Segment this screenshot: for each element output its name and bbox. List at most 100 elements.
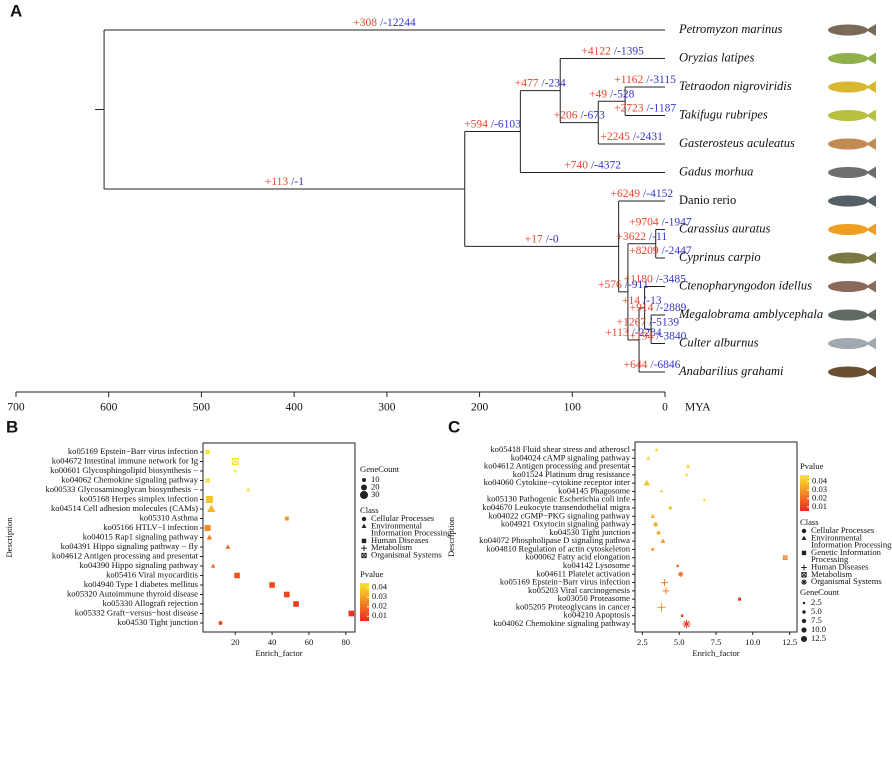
y-tick-label: ko04072 Phospholipase D signaling pathwa (479, 535, 630, 545)
fish-tail (866, 195, 876, 207)
data-point (738, 597, 742, 601)
branch-annotation: +3622/-11 (617, 230, 668, 242)
x-axis-label: MYA (685, 402, 711, 414)
gain: +1267 (617, 316, 647, 328)
legend-size (360, 491, 368, 499)
loss: /-528 (610, 88, 635, 100)
branch-annotation: +49/-528 (589, 88, 635, 100)
data-point (684, 473, 689, 477)
gain: +9704 (629, 216, 659, 228)
branch-annotation: +113/-1 (265, 176, 304, 188)
legend-shape (361, 552, 367, 559)
branch-annotation: +644/-6846 (624, 359, 681, 371)
y-tick-label: ko05130 Pathogenic Escherichia coli infe (487, 494, 630, 504)
legend-size (800, 635, 808, 643)
leaf-label: Danio rerio (679, 193, 736, 207)
y-tick-label: ko05310 Asthma (140, 512, 199, 522)
leaf-label: Tetraodon nigroviridis (679, 79, 792, 93)
loss: /-12244 (380, 17, 416, 29)
y-tick-label: ko00533 Glycosaminoglycan biosynthesis − (45, 484, 198, 494)
legend-label: 12.5 (811, 633, 826, 643)
branch-annotation: +594/-6103 (464, 118, 521, 130)
colorbar-label: 0.02 (372, 601, 387, 611)
leaf-label: Ctenopharyngodon idellus (679, 278, 812, 292)
leaf-label: Gasterosteus aculeatus (679, 136, 795, 150)
fish-tail (866, 52, 876, 65)
leaf-label: Megalobrama amblycephala (678, 307, 823, 321)
x-tick-label: 700 (7, 402, 25, 414)
legend-title: Class (360, 505, 379, 515)
y-tick-label: ko04672 Intestinal immune network for Ig (52, 455, 199, 465)
x-tick-label: 500 (193, 402, 211, 414)
legend-label: Environmental (811, 532, 863, 542)
loss: /-13 (643, 295, 662, 307)
data-point (246, 488, 251, 492)
data-point (348, 610, 355, 617)
branch-annotation: +9704/-1947 (629, 216, 692, 228)
loss: /-1 (291, 176, 304, 188)
y-tick-label: ko05169 Epstein−Barr virus infection (500, 577, 631, 587)
y-tick-label: ko04390 Hippo signaling pathway (79, 560, 198, 570)
gain: +14 (622, 295, 640, 307)
loss: /-1947 (662, 216, 692, 228)
colorbar-label: 0.01 (812, 501, 827, 511)
y-tick-label: ko05416 Viral myocarditis (106, 569, 199, 579)
gain: +4122 (581, 45, 611, 57)
legend-title: GeneCount (800, 587, 840, 597)
data-point (668, 506, 673, 510)
y-axis-label: Description (4, 517, 14, 558)
data-point (206, 534, 213, 540)
gain: +206 (554, 109, 578, 121)
leaf-label: Cyprinus carpio (679, 250, 761, 264)
data-point (225, 544, 231, 549)
y-tick-label: ko04612 Antigen processing and presentat (52, 550, 199, 560)
branch-annotation: +2723/-1187 (614, 102, 676, 114)
loss: /-2284 (632, 327, 662, 339)
legend-label: Information Processing (811, 540, 892, 550)
data-point (682, 619, 691, 629)
panel-label: B (6, 417, 18, 436)
leaf-label: Anabarilius grahami (678, 364, 784, 378)
data-point (653, 522, 659, 528)
branch-annotation: +740/-4372 (564, 159, 621, 171)
legend-label: 2.5 (811, 597, 822, 607)
y-tick-label: ko00601 Glycosphingolipid biosynthesis − (50, 465, 198, 475)
x-tick-label: 100 (564, 402, 582, 414)
fish-icon (828, 281, 868, 292)
legend-size (362, 478, 366, 482)
x-tick-label: 5.0 (674, 637, 685, 647)
legend-label: 20 (371, 481, 380, 491)
legend-size (801, 627, 807, 633)
legend-shape (801, 579, 807, 585)
fish-icon (828, 53, 868, 64)
colorbar-label: 0.03 (372, 591, 387, 601)
branch-annotation: +206/-673 (554, 109, 605, 121)
gain: +644 (624, 359, 648, 371)
loss: /-3485 (656, 273, 686, 285)
data-point (204, 525, 211, 531)
gain: +914 (630, 302, 654, 314)
fish-icon (828, 366, 868, 378)
data-point (677, 571, 684, 577)
data-point (210, 563, 216, 568)
legend-label: Human Diseases (371, 535, 429, 545)
branch-annotation: +1180/-3485 (624, 273, 686, 285)
legend-label: 10.0 (811, 624, 826, 634)
leaf-label: Oryzias latipes (679, 50, 754, 64)
x-tick-label: 0 (662, 402, 668, 414)
gain: +194 (630, 330, 654, 342)
y-tick-label: ko04142 Lysosome (563, 560, 630, 570)
y-tick-label: ko04612 Antigen processing and presentat (484, 461, 631, 471)
y-tick-label: ko05169 Epstein−Barr virus infection (68, 446, 199, 456)
loss: /-4372 (591, 159, 621, 171)
legend-label: Information Processing (371, 528, 452, 538)
loss: /-1395 (614, 45, 644, 57)
y-tick-label: ko04062 Chemokine signaling pathway (493, 618, 630, 628)
gain: +576 (598, 278, 622, 290)
fish-icon (828, 195, 868, 207)
leaf-label: Culter alburnus (679, 335, 759, 349)
legend-title: GeneCount (360, 464, 400, 474)
y-tick-label: ko04530 Tight junction (549, 527, 630, 537)
x-tick-label: 2.5 (637, 637, 648, 647)
data-point (651, 547, 655, 551)
